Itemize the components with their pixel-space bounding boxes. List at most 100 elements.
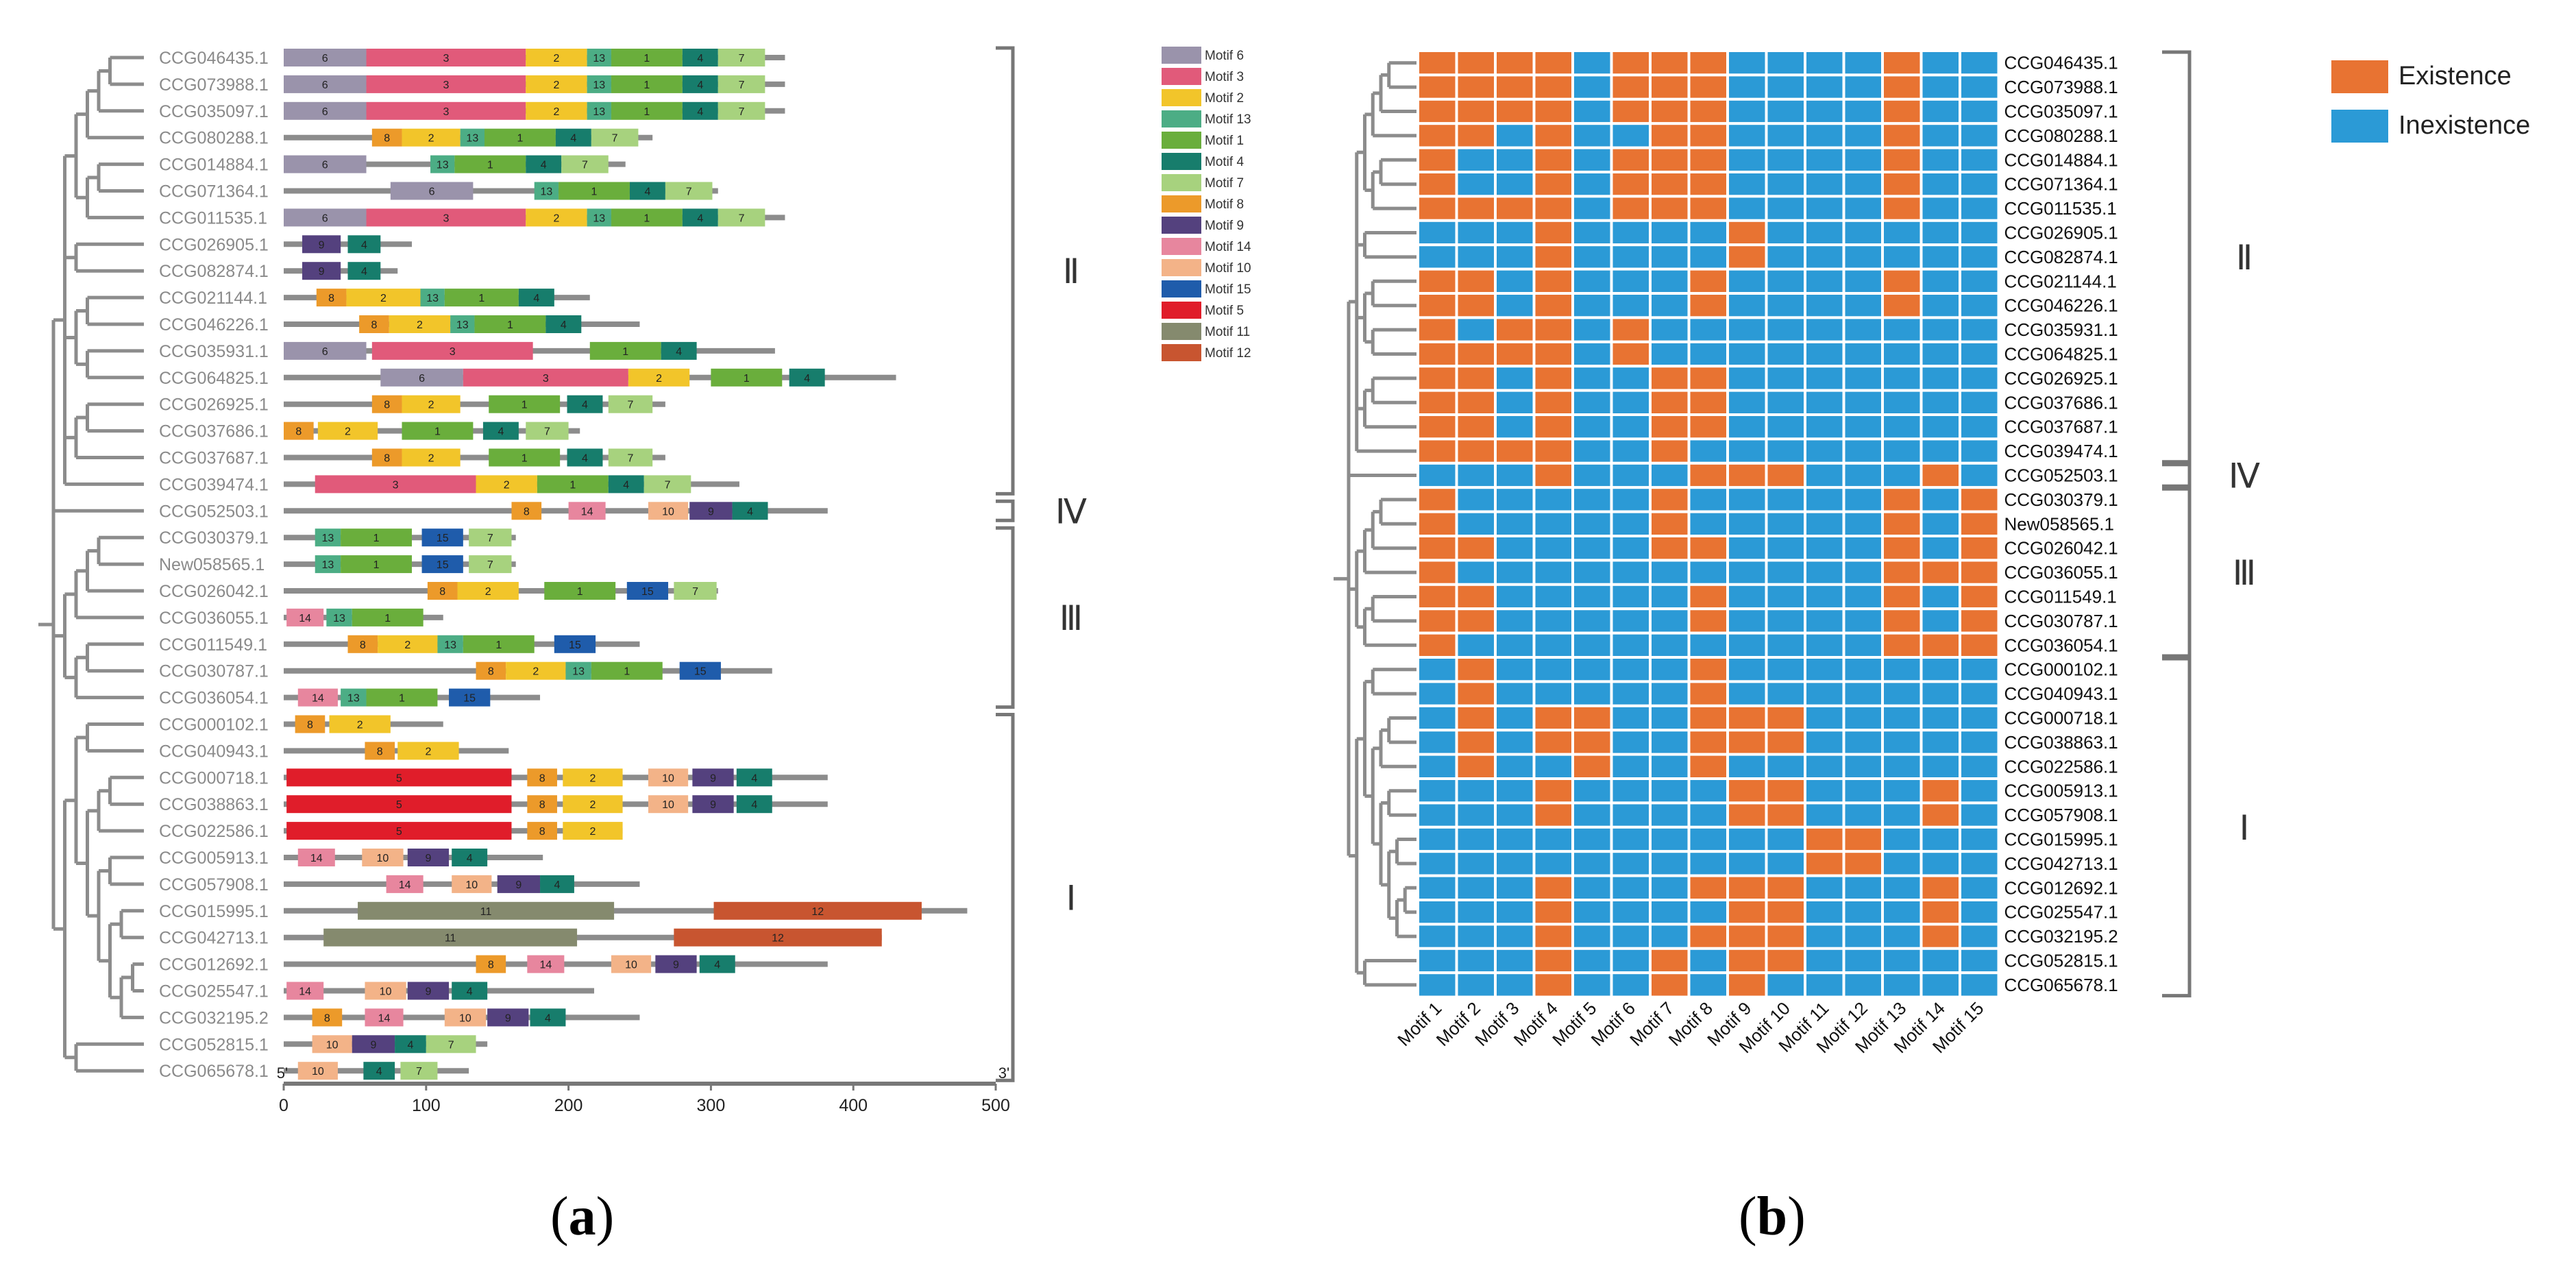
cell-inexistence xyxy=(1726,583,1768,611)
cell-inexistence xyxy=(1804,267,1845,295)
cell-inexistence xyxy=(1919,486,1961,513)
cell-existence xyxy=(1919,631,1961,659)
motif-box-number: 2 xyxy=(656,373,662,385)
motif-box-number: 8 xyxy=(488,960,494,971)
heatmap-row xyxy=(1416,97,2000,125)
motif-box-13 xyxy=(315,528,341,547)
cell-existence xyxy=(1532,73,1574,101)
cell-inexistence xyxy=(1571,316,1613,343)
cell-existence xyxy=(1649,486,1691,513)
cell-inexistence xyxy=(1919,97,1961,125)
cell-existence xyxy=(1959,535,2000,562)
cell-existence xyxy=(1687,923,1729,950)
cell-inexistence xyxy=(1687,437,1729,465)
cell-inexistence xyxy=(1842,461,1884,489)
motif-box-number: 7 xyxy=(416,1066,422,1078)
gene-label: CCG032195.2 xyxy=(159,1008,269,1027)
gene-label: CCG036054.1 xyxy=(159,689,269,708)
cell-existence xyxy=(1455,122,1497,149)
cell-existence xyxy=(1416,437,1458,465)
cell-existence xyxy=(1455,365,1497,392)
motif-box-2 xyxy=(397,742,459,760)
cell-inexistence xyxy=(1726,535,1768,562)
motif-box-number: 3 xyxy=(443,212,449,224)
gene-row: CCG082874.1 9 4 xyxy=(159,262,398,281)
legend-item: Motif 8 xyxy=(1162,195,1244,212)
cell-inexistence xyxy=(1649,219,1691,247)
cell-inexistence xyxy=(1416,923,1458,950)
cell-existence xyxy=(1455,535,1497,562)
cell-existence xyxy=(1881,122,1923,149)
cell-inexistence xyxy=(1455,801,1497,829)
motif-box-10 xyxy=(297,1062,338,1080)
motif-box-7 xyxy=(608,448,653,467)
motif-box-10 xyxy=(648,502,689,520)
heatmap-row xyxy=(1416,607,2000,635)
cell-inexistence xyxy=(1571,850,1613,877)
cell-existence xyxy=(1455,704,1497,732)
motif-box-number: 2 xyxy=(532,666,539,678)
motif-box-15 xyxy=(554,635,596,653)
cell-inexistence xyxy=(1881,777,1923,805)
cell-inexistence xyxy=(1959,461,2000,489)
cell-inexistence xyxy=(1765,631,1806,659)
gene-label: CCG026925.1 xyxy=(159,395,269,415)
group-label: Ⅱ xyxy=(1063,252,1080,291)
cell-inexistence xyxy=(1726,631,1768,659)
motif-box-number: 1 xyxy=(478,293,484,304)
cell-inexistence xyxy=(1919,340,1961,368)
motif-box-number: 13 xyxy=(322,559,334,571)
heatmap-row-label: CCG052503.1 xyxy=(2004,465,2118,486)
cell-inexistence xyxy=(1804,777,1845,805)
cell-inexistence xyxy=(1765,243,1806,271)
cell-inexistence xyxy=(1649,729,1691,756)
motif-box-number: 11 xyxy=(445,933,456,945)
motif-box-number: 2 xyxy=(553,212,559,224)
gene-row: CCG022586.1 5 8 2 xyxy=(159,822,623,841)
cell-inexistence xyxy=(1842,656,1884,683)
cell-existence xyxy=(1649,49,1691,77)
cell-existence xyxy=(1842,850,1884,877)
motif-box-number: 13 xyxy=(437,160,449,171)
motif-box-number: 6 xyxy=(322,80,328,91)
cell-inexistence xyxy=(1571,947,1613,975)
motif-box-number: 4 xyxy=(554,879,561,891)
motif-box-8 xyxy=(371,128,402,147)
gene-row: CCG035931.1 6 3 1 4 xyxy=(159,341,775,361)
cell-inexistence xyxy=(1881,680,1923,707)
cell-inexistence xyxy=(1804,219,1845,247)
motif-box-14 xyxy=(286,982,324,1000)
cell-inexistence xyxy=(1494,729,1536,756)
motif-box-number: 4 xyxy=(545,1012,551,1024)
motif-box-number: 13 xyxy=(444,640,456,651)
cell-inexistence xyxy=(1842,97,1884,125)
cell-inexistence xyxy=(1919,219,1961,247)
cell-inexistence xyxy=(1726,607,1768,635)
motif-box-8 xyxy=(359,315,389,333)
cell-inexistence xyxy=(1494,607,1536,635)
gene-label: CCG037687.1 xyxy=(159,449,269,468)
gene-row: CCG037687.1 8 2 1 4 7 xyxy=(159,448,665,468)
cell-inexistence xyxy=(1649,777,1691,805)
cell-inexistence xyxy=(1881,656,1923,683)
cell-inexistence xyxy=(1842,486,1884,513)
cell-existence xyxy=(1726,704,1768,732)
cell-inexistence xyxy=(1726,753,1768,780)
gene-label: CCG015995.1 xyxy=(159,902,269,921)
cell-inexistence xyxy=(1919,171,1961,198)
motif-box-8 xyxy=(527,795,557,814)
cell-inexistence xyxy=(1571,122,1613,149)
motif-box-number: 5 xyxy=(396,772,402,784)
motif-box-number: 13 xyxy=(347,693,360,705)
motif-box-10 xyxy=(444,1008,487,1027)
motif-box-10 xyxy=(648,768,689,787)
heatmap-row xyxy=(1416,389,2000,416)
cell-inexistence xyxy=(1687,777,1729,805)
motif-box-number: 10 xyxy=(662,799,674,811)
gene-row: CCG035097.1 6 3 2 13 1 4 7 xyxy=(159,101,785,121)
motif-box-number: 7 xyxy=(448,1039,454,1051)
cell-inexistence xyxy=(1494,413,1536,441)
motif-box-number: 1 xyxy=(434,426,441,438)
cell-inexistence xyxy=(1726,340,1768,368)
